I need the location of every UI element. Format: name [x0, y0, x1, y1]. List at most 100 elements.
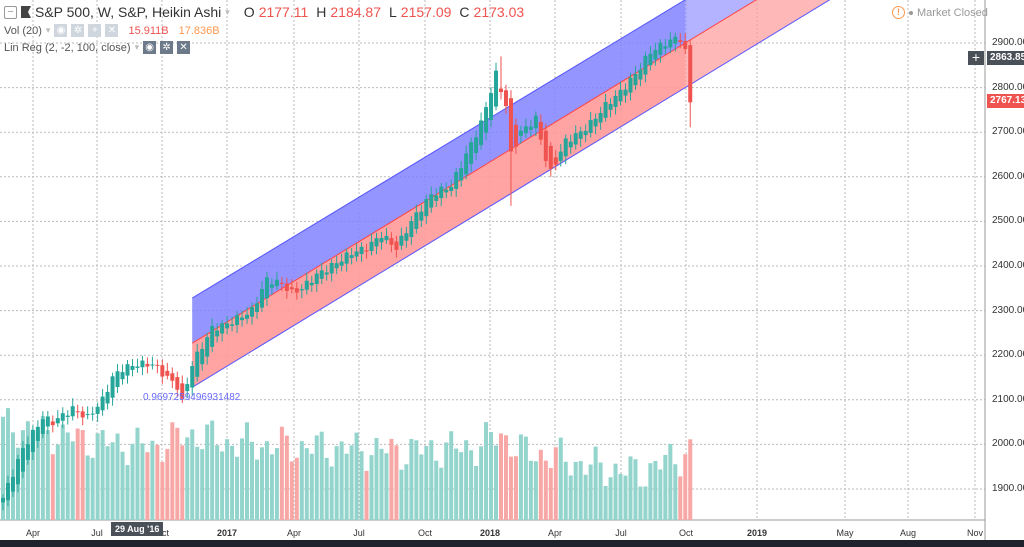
volume-bar: [389, 438, 394, 520]
candle-body: [623, 89, 628, 96]
volume-bar: [105, 446, 110, 520]
candle-body: [309, 282, 314, 286]
volume-bar: [643, 486, 648, 520]
volume-bar: [399, 469, 404, 520]
candle-body: [548, 145, 553, 169]
candle-body: [105, 391, 110, 404]
eye-icon[interactable]: ◉: [54, 24, 68, 37]
candle-body: [354, 251, 359, 257]
candle-body: [638, 69, 643, 80]
candle-body: [304, 280, 309, 290]
crosshair-plus-button[interactable]: +: [968, 50, 984, 65]
volume-bar: [115, 433, 120, 520]
candle-body: [60, 413, 65, 421]
volume-bar: [40, 415, 45, 520]
candle-body: [254, 303, 259, 312]
volume-ma-value: 17.836B: [178, 24, 220, 37]
chevron-down-icon[interactable]: ▾: [225, 6, 230, 17]
candle-body: [5, 482, 10, 501]
volume-bar: [294, 457, 299, 520]
volume-bar: [55, 444, 60, 520]
candle-body: [324, 272, 329, 275]
volume-bar: [274, 448, 279, 520]
volume-bar: [220, 451, 225, 520]
volume-bar: [175, 427, 180, 520]
candle-body: [185, 384, 190, 392]
close-icon[interactable]: ✕: [177, 41, 191, 54]
candle-body: [673, 36, 678, 44]
time-tick: Apr: [286, 528, 302, 538]
volume-bar: [419, 454, 424, 520]
volume-bar: [50, 454, 55, 520]
gear-icon[interactable]: ✲: [160, 41, 174, 54]
volume-bar: [583, 474, 588, 520]
close-label: C: [459, 4, 470, 20]
bottom-toolbar: [0, 540, 1024, 547]
candle-body: [334, 263, 339, 269]
volume-bar: [538, 449, 543, 520]
volume-bar: [210, 420, 215, 520]
volume-bar: [349, 445, 354, 520]
open-value: 2177.11: [258, 4, 309, 20]
candle-body: [633, 73, 638, 86]
volume-bar: [608, 477, 613, 520]
volume-bar: [235, 456, 240, 520]
candle-body: [10, 476, 15, 492]
candle-body: [528, 126, 533, 130]
candle-body: [508, 98, 513, 152]
candle-body: [369, 241, 374, 252]
status-dot-icon: [909, 10, 913, 15]
volume-bar: [230, 445, 235, 520]
candle-body: [648, 53, 653, 66]
candle-body: [563, 138, 568, 157]
candle-body: [513, 124, 518, 147]
gear-icon[interactable]: ✲: [71, 24, 85, 37]
volume-bar: [379, 448, 384, 520]
flag-icon[interactable]: [21, 6, 31, 18]
candle-body: [424, 198, 429, 217]
chevron-down-icon[interactable]: ▾: [134, 42, 140, 52]
time-tick: Jul: [353, 528, 365, 538]
volume-bar: [314, 435, 319, 520]
collapse-legend-icon[interactable]: −: [4, 5, 17, 19]
crosshair-price-badge: 2863.85: [987, 51, 1024, 65]
market-status[interactable]: ! Market Closed: [892, 6, 988, 19]
candle-body: [294, 288, 299, 293]
high-value: 2184.87: [330, 4, 381, 20]
price-tick: 2400.00: [992, 260, 1024, 271]
volume-bar: [45, 430, 50, 520]
chevron-down-icon[interactable]: ▾: [45, 25, 51, 35]
volume-bar: [329, 466, 334, 520]
volume-bar: [344, 453, 349, 520]
candle-body: [568, 141, 573, 148]
time-tick: 2019: [746, 528, 768, 538]
volume-bar: [578, 461, 583, 520]
candle-body: [688, 45, 693, 103]
candle-body: [459, 168, 464, 181]
price-tick: 2500.00: [992, 215, 1024, 227]
candle-body: [399, 235, 404, 246]
volume-bar: [374, 438, 379, 520]
time-tick: Oct: [417, 528, 433, 538]
candle-body: [583, 130, 588, 136]
volume-bar: [250, 441, 254, 520]
candle-body: [434, 195, 439, 201]
candle-body: [225, 323, 230, 329]
candle-body: [414, 212, 419, 229]
candle-body: [175, 377, 180, 390]
time-tick: 2018: [479, 528, 501, 538]
volume-bar: [339, 441, 344, 520]
candle-body: [85, 414, 90, 416]
volume-bar: [120, 451, 125, 520]
candle-body: [100, 396, 105, 411]
volume-bar: [489, 432, 494, 520]
plus-icon[interactable]: +: [88, 24, 102, 37]
regression-line-middle: [191, 0, 757, 344]
volume-bar: [75, 428, 80, 520]
eye-icon[interactable]: ◉: [143, 41, 157, 54]
candle-body: [538, 121, 543, 140]
close-icon[interactable]: ✕: [105, 24, 119, 37]
volume-bar: [225, 439, 230, 520]
candle-body: [245, 314, 250, 319]
